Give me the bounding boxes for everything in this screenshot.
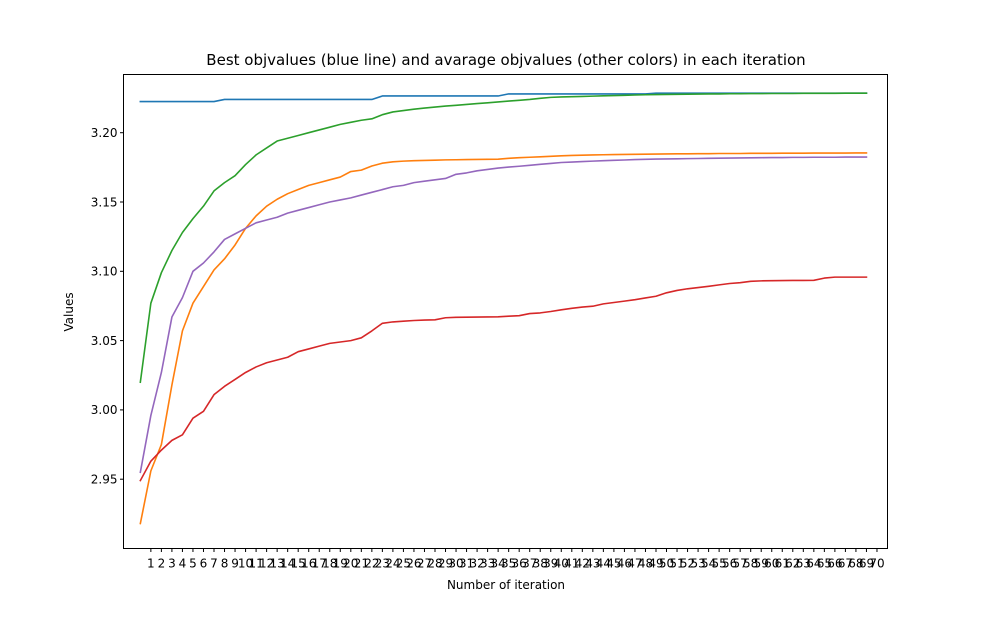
x-tick-label: 19 — [333, 557, 348, 571]
x-tick-label: 22 — [364, 557, 379, 571]
x-tick-label: 39 — [543, 557, 558, 571]
y-tick-label: 2.95 — [91, 473, 118, 487]
x-tick-label: 34 — [490, 557, 505, 571]
x-tick-label: 44 — [596, 557, 611, 571]
x-tick-label: 8 — [221, 557, 229, 571]
x-tick-label: 1 — [147, 557, 155, 571]
x-tick-label: 31 — [459, 557, 474, 571]
series-line-2 — [139, 152, 868, 525]
x-tick-label: 49 — [648, 557, 663, 571]
x-tick-label: 63 — [796, 557, 811, 571]
y-axis: 2.95 3.00 3.05 3.10 3.15 3.20 — [91, 126, 124, 487]
x-tick-label: 66 — [827, 557, 842, 571]
x-tick-label: 38 — [533, 557, 548, 571]
x-tick-label: 41 — [564, 557, 579, 571]
x-tick-label: 53 — [690, 557, 705, 571]
x-tick-label: 23 — [375, 557, 390, 571]
x-tick-label: 28 — [427, 557, 442, 571]
x-tick-label: 47 — [627, 557, 642, 571]
y-axis-label: Values — [62, 292, 76, 331]
x-tick-label: 32 — [469, 557, 484, 571]
x-tick-label: 29 — [438, 557, 453, 571]
x-tick-label: 27 — [417, 557, 432, 571]
x-tick-label: 64 — [806, 557, 821, 571]
x-tick-label: 4 — [179, 557, 187, 571]
x-tick-label: 11 — [248, 557, 263, 571]
x-tick-label: 61 — [775, 557, 790, 571]
x-tick-label: 35 — [501, 557, 516, 571]
x-tick-label: 5 — [189, 557, 197, 571]
x-tick-label: 50 — [659, 557, 674, 571]
series-line-4 — [139, 276, 868, 482]
y-tick-label: 3.10 — [91, 265, 118, 279]
y-tick-label: 3.20 — [91, 126, 118, 140]
x-tick-label: 70 — [869, 557, 884, 571]
x-tick-label: 37 — [522, 557, 537, 571]
x-tick-label: 43 — [585, 557, 600, 571]
x-tick-label: 46 — [617, 557, 632, 571]
x-tick-label: 20 — [343, 557, 358, 571]
x-tick-label: 17 — [312, 557, 327, 571]
x-tick-label: 48 — [638, 557, 653, 571]
x-tick-label: 18 — [322, 557, 337, 571]
x-tick-label: 54 — [701, 557, 716, 571]
x-tick-label: 57 — [733, 557, 748, 571]
x-tick-label: 42 — [575, 557, 590, 571]
x-tick-label: 56 — [722, 557, 737, 571]
x-tick-label: 24 — [385, 557, 400, 571]
series-line-3 — [139, 92, 868, 384]
x-tick-label: 69 — [859, 557, 874, 571]
chart-title: Best objvalues (blue line) and avarage o… — [206, 51, 805, 69]
x-tick-label: 2 — [158, 557, 166, 571]
x-axis-label: Number of iteration — [447, 578, 565, 592]
x-tick-label: 60 — [764, 557, 779, 571]
x-tick-label: 59 — [754, 557, 769, 571]
x-tick-label: 52 — [680, 557, 695, 571]
x-tick-label: 25 — [396, 557, 411, 571]
x-tick-label: 10 — [238, 557, 253, 571]
x-tick-label: 26 — [406, 557, 421, 571]
x-tick-label: 30 — [448, 557, 463, 571]
plot-area-frame — [123, 74, 888, 549]
x-tick-label: 16 — [301, 557, 316, 571]
series-line-5 — [139, 156, 868, 474]
y-tick-label: 3.15 — [91, 195, 118, 209]
x-tick-label: 15 — [291, 557, 306, 571]
x-tick-label: 33 — [480, 557, 495, 571]
series-line-1 — [139, 92, 868, 103]
y-tick-label: 3.00 — [91, 403, 118, 417]
x-tick-label: 65 — [817, 557, 832, 571]
x-tick-label: 6 — [200, 557, 208, 571]
x-tick-label: 67 — [838, 557, 853, 571]
x-tick-label: 55 — [711, 557, 726, 571]
x-tick-label: 51 — [669, 557, 684, 571]
x-tick-label: 21 — [354, 557, 369, 571]
x-tick-label: 13 — [270, 557, 285, 571]
x-tick-label: 36 — [512, 557, 527, 571]
x-tick-label: 12 — [259, 557, 274, 571]
x-tick-label: 3 — [168, 557, 176, 571]
series-layer — [139, 92, 868, 525]
x-tick-label: 7 — [210, 557, 218, 571]
x-tick-label: 9 — [231, 557, 239, 571]
x-tick-label: 68 — [848, 557, 863, 571]
x-tick-label: 14 — [280, 557, 295, 571]
x-tick-label: 45 — [606, 557, 621, 571]
x-tick-label: 58 — [743, 557, 758, 571]
x-tick-label: 40 — [554, 557, 569, 571]
x-axis: 1 2 3 4 5 6 7 8 9 1011121314151617181920212223242… — [147, 548, 885, 571]
y-tick-label: 3.05 — [91, 334, 118, 348]
x-tick-label: 62 — [785, 557, 800, 571]
